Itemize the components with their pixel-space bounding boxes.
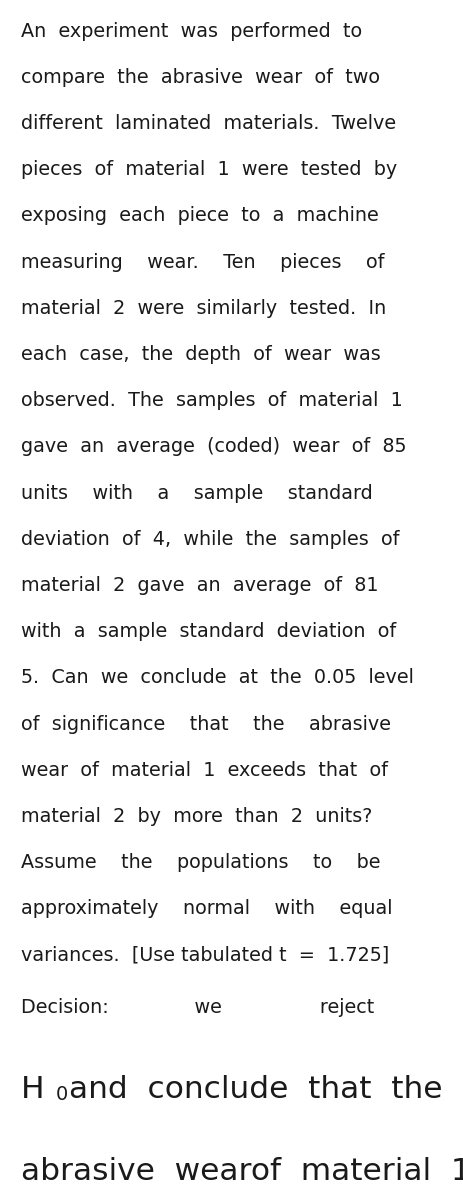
Text: material  2  by  more  than  2  units?: material 2 by more than 2 units? — [21, 806, 372, 826]
Text: 5.  Can  we  conclude  at  the  0.05  level: 5. Can we conclude at the 0.05 level — [21, 668, 414, 688]
Text: variances.  [Use tabulated t  =  1.725]: variances. [Use tabulated t = 1.725] — [21, 946, 389, 965]
Text: measuring    wear.    Ten    pieces    of: measuring wear. Ten pieces of — [21, 252, 384, 271]
Text: compare  the  abrasive  wear  of  two: compare the abrasive wear of two — [21, 67, 380, 86]
Text: approximately    normal    with    equal: approximately normal with equal — [21, 899, 392, 918]
Text: Decision:              we                reject: Decision: we reject — [21, 997, 374, 1016]
Text: H: H — [21, 1075, 44, 1104]
Text: exposing  each  piece  to  a  machine: exposing each piece to a machine — [21, 206, 379, 226]
Text: deviation  of  4,  while  the  samples  of: deviation of 4, while the samples of — [21, 529, 399, 548]
Text: Assume    the    populations    to    be: Assume the populations to be — [21, 853, 380, 872]
Text: wear  of  material  1  exceeds  that  of: wear of material 1 exceeds that of — [21, 761, 388, 780]
Text: pieces  of  material  1  were  tested  by: pieces of material 1 were tested by — [21, 160, 397, 179]
Text: An  experiment  was  performed  to: An experiment was performed to — [21, 22, 362, 41]
Text: gave  an  average  (coded)  wear  of  85: gave an average (coded) wear of 85 — [21, 437, 407, 456]
Text: 0: 0 — [56, 1085, 68, 1104]
Text: material  2  were  similarly  tested.  In: material 2 were similarly tested. In — [21, 299, 386, 318]
Text: of  significance    that    the    abrasive: of significance that the abrasive — [21, 714, 391, 733]
Text: abrasive  wearof  material  1: abrasive wearof material 1 — [21, 1157, 463, 1186]
Text: each  case,  the  depth  of  wear  was: each case, the depth of wear was — [21, 344, 381, 364]
Text: and  conclude  that  the: and conclude that the — [69, 1075, 443, 1104]
Text: units    with    a    sample    standard: units with a sample standard — [21, 484, 373, 503]
Text: material  2  gave  an  average  of  81: material 2 gave an average of 81 — [21, 576, 378, 595]
Text: different  laminated  materials.  Twelve: different laminated materials. Twelve — [21, 114, 396, 133]
Text: with  a  sample  standard  deviation  of: with a sample standard deviation of — [21, 622, 396, 641]
Text: observed.  The  samples  of  material  1: observed. The samples of material 1 — [21, 391, 403, 410]
